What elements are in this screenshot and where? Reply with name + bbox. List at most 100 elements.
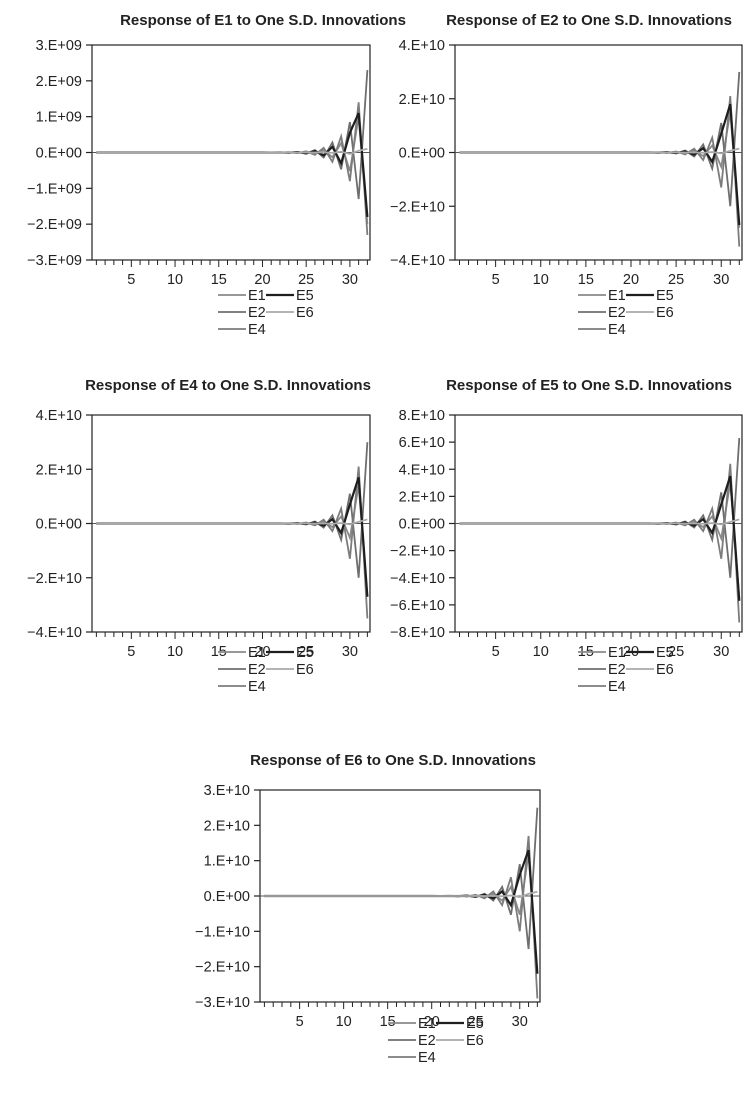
series-line-e1 (264, 853, 539, 974)
legend-label-e6: E6 (656, 662, 674, 678)
legend-label-e5: E5 (656, 645, 674, 661)
series-line-e2 (459, 71, 741, 207)
x-tick-label: 5 (492, 272, 500, 288)
legend-label-e1: E1 (248, 645, 266, 661)
series-line-e4 (459, 463, 741, 623)
x-tick-label: 15 (578, 272, 594, 288)
series-line-e5 (459, 103, 741, 226)
y-tick-label: −3.E+09 (27, 253, 82, 269)
y-tick-label: 4.E+10 (36, 408, 82, 424)
y-tick-label: 1.E+10 (204, 854, 250, 870)
chart-title: Response of E2 to One S.D. Innovations (446, 12, 732, 29)
x-tick-label: 20 (424, 1014, 440, 1030)
y-tick-label: 2.E+10 (399, 489, 445, 505)
irf-panel: Response of E4 to One S.D. Innovations4.… (27, 377, 371, 695)
x-tick-label: 25 (668, 644, 684, 660)
x-tick-label: 5 (296, 1014, 304, 1030)
legend-label-e1: E1 (418, 1016, 436, 1032)
series-line-e5 (96, 477, 369, 597)
series-line-e6 (96, 518, 368, 526)
x-tick-label: 25 (298, 644, 314, 660)
series-line-e4 (459, 95, 741, 247)
y-tick-label: 2.E+10 (204, 818, 250, 834)
legend-label-e6: E6 (296, 662, 314, 678)
series-line-e6 (96, 148, 368, 155)
series-line-e4 (264, 835, 539, 999)
series-line-e2 (264, 807, 539, 950)
y-tick-label: 4.E+10 (399, 38, 445, 54)
irf-panel: Response of E1 to One S.D. Innovations 3.… (27, 12, 406, 338)
x-tick-label: 10 (167, 644, 183, 660)
irf-panel: Response of E5 to One S.D. Innovations8.… (390, 377, 743, 695)
series-line-e4 (96, 102, 369, 235)
x-tick-label: 30 (713, 644, 729, 660)
y-tick-label: 0.E+00 (399, 146, 445, 162)
legend-label-e2: E2 (248, 305, 266, 321)
legend-label-e6: E6 (296, 305, 314, 321)
x-tick-label: 25 (298, 272, 314, 288)
irf-panel: Response of E2 to One S.D. Innovations4.… (390, 12, 743, 338)
y-tick-label: 4.E+10 (399, 462, 445, 478)
x-tick-label: 15 (380, 1014, 396, 1030)
chart-title: Response of E5 to One S.D. Innovations (446, 377, 732, 394)
x-tick-label: 20 (623, 272, 639, 288)
y-tick-label: −2.E+10 (195, 960, 250, 976)
y-tick-label: −4.E+10 (390, 571, 445, 587)
y-tick-label: −3.E+10 (195, 995, 250, 1011)
x-tick-label: 25 (468, 1014, 484, 1030)
x-tick-label: 5 (127, 644, 135, 660)
legend-label-e2: E2 (608, 305, 626, 321)
chart-title: Response of E1 to One S.D. Innovations (120, 12, 406, 29)
y-tick-label: −2.E+09 (27, 217, 82, 233)
legend-label-e1: E1 (608, 645, 626, 661)
legend-label-e5: E5 (656, 288, 674, 304)
legend-label-e6: E6 (466, 1033, 484, 1049)
x-tick-label: 10 (336, 1014, 352, 1030)
series-line-e6 (459, 147, 740, 155)
y-tick-label: 2.E+10 (399, 92, 445, 108)
x-tick-label: 20 (254, 644, 270, 660)
x-tick-label: 30 (713, 272, 729, 288)
y-tick-label: 8.E+10 (399, 408, 445, 424)
x-tick-label: 30 (342, 272, 358, 288)
y-tick-label: −4.E+10 (390, 253, 445, 269)
y-tick-label: −1.E+10 (195, 924, 250, 940)
legend-label-e4: E4 (248, 322, 266, 338)
legend-label-e5: E5 (296, 288, 314, 304)
y-tick-label: −1.E+09 (27, 181, 82, 197)
legend-label-e5: E5 (296, 645, 314, 661)
y-tick-label: 3.E+09 (36, 38, 82, 54)
series-line-e1 (459, 112, 741, 228)
legend-label-e2: E2 (608, 662, 626, 678)
x-tick-label: 30 (342, 644, 358, 660)
series-line-e5 (264, 849, 539, 974)
y-tick-label: 0.E+00 (36, 146, 82, 162)
legend-label-e4: E4 (248, 679, 266, 695)
irf-panel: Response of E6 to One S.D. Innovations3.… (195, 752, 541, 1066)
series-line-e5 (96, 112, 369, 218)
y-tick-label: 0.E+00 (204, 889, 250, 905)
series-line-e1 (96, 485, 369, 597)
legend-label-e2: E2 (248, 662, 266, 678)
y-tick-label: 2.E+10 (36, 462, 82, 478)
x-tick-label: 10 (167, 272, 183, 288)
y-tick-label: −4.E+10 (27, 625, 82, 641)
x-tick-label: 20 (254, 272, 270, 288)
y-tick-label: 3.E+10 (204, 783, 250, 799)
legend-label-e5: E5 (466, 1016, 484, 1032)
x-tick-label: 5 (492, 644, 500, 660)
chart-title: Response of E6 to One S.D. Innovations (250, 752, 536, 769)
series-line-e6 (264, 890, 538, 898)
y-tick-label: −6.E+10 (390, 598, 445, 614)
y-tick-label: −2.E+10 (27, 571, 82, 587)
y-tick-label: 1.E+09 (36, 110, 82, 126)
series-line-e5 (459, 475, 741, 601)
legend-label-e4: E4 (608, 679, 626, 695)
y-tick-label: −2.E+10 (390, 199, 445, 215)
legend-label-e4: E4 (608, 322, 626, 338)
series-line-e4 (96, 466, 369, 619)
y-tick-label: −8.E+10 (390, 625, 445, 641)
legend-label-e6: E6 (656, 305, 674, 321)
